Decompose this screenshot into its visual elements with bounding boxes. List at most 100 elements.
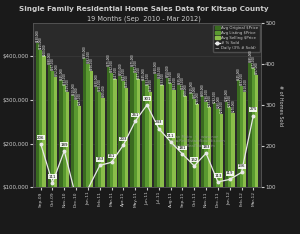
Text: 136: 136 <box>238 164 245 168</box>
Text: $350,000: $350,000 <box>165 65 169 77</box>
Bar <box>231 113 235 231</box>
Bar <box>39 50 42 231</box>
Text: 152: 152 <box>190 158 198 162</box>
Text: $333,000: $333,000 <box>145 72 149 85</box>
Bar <box>90 71 93 231</box>
Bar <box>228 107 231 231</box>
Text: $300,000: $300,000 <box>74 87 78 99</box>
Text: $395,000: $395,000 <box>82 45 87 58</box>
Text: $362,000: $362,000 <box>110 59 114 72</box>
Text: $330,000: $330,000 <box>94 73 98 86</box>
Text: 206: 206 <box>37 136 44 140</box>
Text: $380,000: $380,000 <box>47 52 51 64</box>
Text: 181: 181 <box>179 146 186 150</box>
Text: $283,000: $283,000 <box>228 94 232 107</box>
Bar <box>36 43 39 231</box>
Bar <box>98 92 101 231</box>
Bar <box>59 80 63 231</box>
Text: $347,000: $347,000 <box>113 66 117 79</box>
Text: $400,000: $400,000 <box>42 43 46 55</box>
Text: $308,000: $308,000 <box>201 83 205 96</box>
Text: 161: 161 <box>108 154 115 158</box>
Text: 189: 189 <box>61 143 68 146</box>
Text: $343,000: $343,000 <box>122 68 125 80</box>
Text: $375,000: $375,000 <box>130 54 134 66</box>
Text: $335,000: $335,000 <box>177 71 181 84</box>
Bar <box>220 114 223 231</box>
Text: 113: 113 <box>214 174 222 178</box>
Text: $360,000: $360,000 <box>154 60 158 73</box>
Bar <box>110 73 113 231</box>
Text: 153: 153 <box>96 157 103 161</box>
Text: 74: 74 <box>0 233 1 234</box>
Bar <box>63 85 66 231</box>
Bar <box>172 90 176 231</box>
Bar <box>142 80 145 231</box>
Text: $352,000: $352,000 <box>54 64 58 77</box>
Text: $367,000: $367,000 <box>50 57 55 70</box>
Bar <box>74 100 78 231</box>
Text: $295,000: $295,000 <box>224 89 228 101</box>
Bar <box>118 76 122 231</box>
Text: $347,000: $347,000 <box>136 66 140 79</box>
Text: $362,000: $362,000 <box>133 59 137 72</box>
Bar <box>201 96 204 231</box>
Bar <box>184 96 188 231</box>
Text: $268,000: $268,000 <box>219 100 223 113</box>
Bar <box>189 93 193 231</box>
Text: $318,000: $318,000 <box>98 79 102 91</box>
Text: $345,000: $345,000 <box>142 67 146 80</box>
Bar <box>213 103 216 231</box>
Bar <box>122 81 125 231</box>
Text: 211: 211 <box>167 134 174 138</box>
Text: $305,000: $305,000 <box>101 84 105 97</box>
Text: $308,000: $308,000 <box>184 83 188 96</box>
Bar <box>216 109 220 231</box>
Bar <box>134 73 137 231</box>
Bar <box>83 58 86 231</box>
Text: $345,000: $345,000 <box>236 67 240 80</box>
Bar <box>160 85 164 231</box>
Text: $287,000: $287,000 <box>77 92 81 105</box>
Text: $372,000: $372,000 <box>251 55 255 68</box>
Text: $333,000: $333,000 <box>160 72 164 85</box>
Text: $332,000: $332,000 <box>239 73 244 85</box>
Bar <box>145 85 149 231</box>
Text: 183: 183 <box>202 145 210 149</box>
Bar <box>169 83 172 231</box>
Bar <box>54 77 58 231</box>
Text: $323,000: $323,000 <box>172 76 176 89</box>
Bar <box>42 56 46 231</box>
Y-axis label: # of Homes Sold: # of Homes Sold <box>278 85 283 126</box>
Bar <box>157 79 161 231</box>
Text: 96: 96 <box>0 233 1 234</box>
Text: $323,000: $323,000 <box>180 76 184 89</box>
Text: $382,000: $382,000 <box>86 51 90 63</box>
Bar <box>248 63 252 231</box>
Text: $338,000: $338,000 <box>169 70 172 83</box>
Bar <box>225 102 228 231</box>
Text: 19 Months (Sep  2010 - Mar 2012): 19 Months (Sep 2010 - Mar 2012) <box>87 15 201 22</box>
Text: 275: 275 <box>250 107 257 111</box>
Bar <box>71 95 74 231</box>
Text: $310,000: $310,000 <box>71 82 75 95</box>
Text: $290,000: $290,000 <box>196 91 200 104</box>
Text: $385,000: $385,000 <box>248 49 252 62</box>
Bar <box>252 68 255 231</box>
Text: Brian Maim  ©  www.nor
www.RealEstateSoundit.com
www.JoinRealTeam.com: Brian Maim © www.nor www.RealEstateSound… <box>170 135 226 148</box>
Text: 203: 203 <box>120 137 127 141</box>
Text: $328,000: $328,000 <box>125 74 129 87</box>
Text: 243: 243 <box>155 121 163 124</box>
Bar <box>240 86 243 231</box>
Bar <box>255 75 258 231</box>
Text: 261: 261 <box>131 113 139 117</box>
Bar <box>137 79 140 231</box>
Bar <box>149 92 152 231</box>
Bar <box>204 102 208 231</box>
Text: Single Family Residential Home Sales Data for Kitsap County: Single Family Residential Home Sales Dat… <box>19 6 269 12</box>
Text: $303,000: $303,000 <box>192 85 196 98</box>
Bar <box>181 90 184 231</box>
Text: $333,000: $333,000 <box>62 72 66 85</box>
Text: $280,000: $280,000 <box>216 95 220 108</box>
Bar <box>193 99 196 231</box>
